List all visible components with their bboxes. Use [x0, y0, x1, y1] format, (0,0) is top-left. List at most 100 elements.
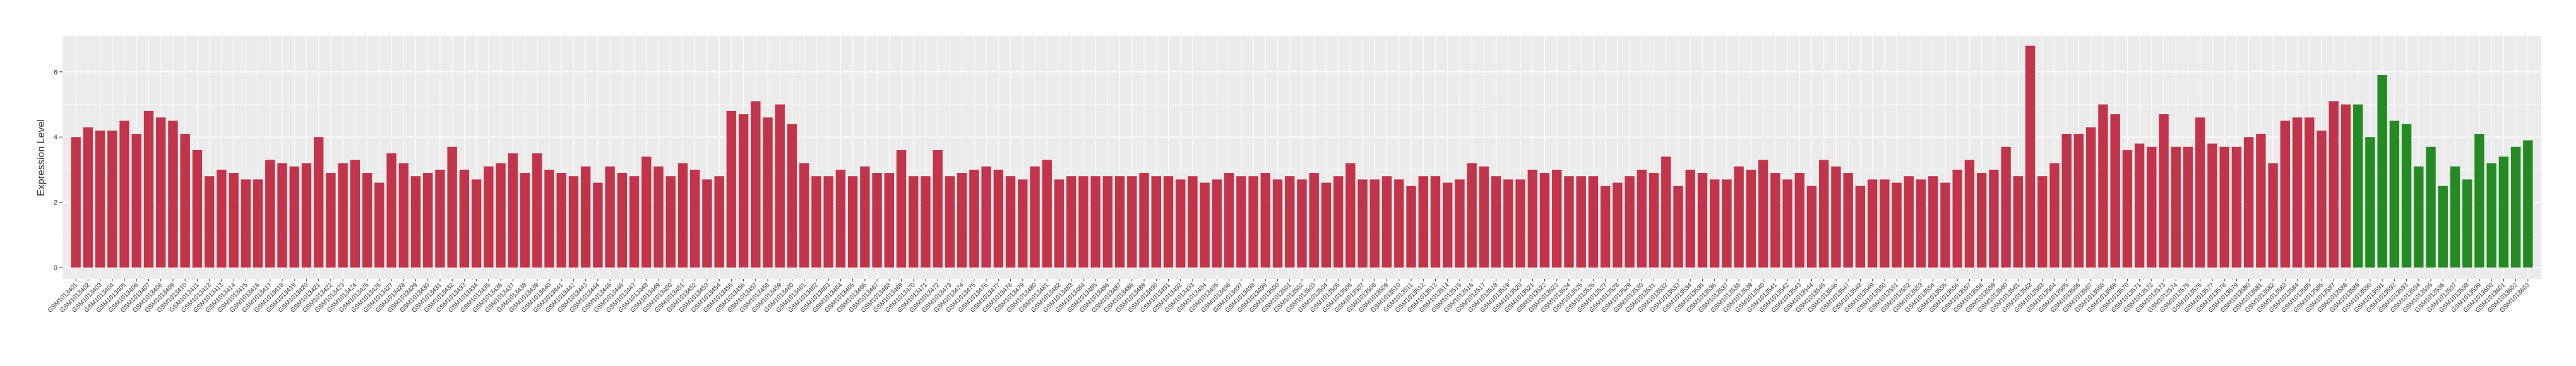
bar	[2401, 124, 2412, 268]
bar	[1381, 176, 1392, 268]
bar	[277, 163, 287, 268]
bar	[289, 166, 299, 268]
bar	[1163, 176, 1174, 268]
bar	[1831, 166, 1841, 268]
bar	[2013, 176, 2024, 268]
bar	[2207, 143, 2217, 268]
bar	[1734, 166, 1744, 268]
bar	[217, 169, 227, 268]
bar	[1090, 176, 1100, 268]
bar	[2001, 146, 2011, 268]
bar	[2110, 114, 2120, 268]
bar	[2365, 137, 2375, 268]
bar	[386, 153, 397, 268]
bar	[957, 173, 967, 268]
bar	[423, 173, 433, 268]
bar	[265, 160, 275, 268]
bar	[1430, 176, 1441, 268]
bar	[471, 179, 482, 268]
bar	[847, 176, 858, 268]
bar	[1928, 176, 1938, 268]
bar	[326, 173, 336, 268]
bar	[835, 169, 846, 268]
bar	[896, 150, 907, 268]
bar	[872, 173, 882, 268]
bar	[629, 176, 640, 268]
bar	[1685, 169, 1695, 268]
bar	[1940, 182, 1950, 268]
y-tick-label: 6	[54, 69, 57, 76]
bar	[1527, 169, 1537, 268]
bar	[2462, 179, 2472, 268]
bar	[909, 176, 919, 268]
bar	[2122, 150, 2133, 268]
bar	[119, 121, 129, 268]
bar	[2486, 163, 2496, 268]
bar	[2426, 146, 2436, 268]
bar	[95, 130, 105, 268]
bar	[1443, 182, 1453, 268]
bar	[2098, 104, 2108, 268]
bar	[1539, 173, 1550, 268]
bar	[1964, 160, 1975, 268]
bar	[156, 117, 166, 268]
bar	[1710, 179, 1720, 268]
bar	[1139, 173, 1149, 268]
bar	[1114, 176, 1125, 268]
bar	[1515, 179, 1525, 268]
bar	[751, 101, 761, 268]
bar	[2171, 146, 2181, 268]
bar	[2352, 104, 2363, 268]
bar	[1867, 179, 1878, 268]
bar	[1005, 176, 1016, 268]
bar	[143, 110, 154, 268]
bar	[398, 163, 408, 268]
bar	[2474, 134, 2484, 268]
y-tick-label: 0	[54, 264, 57, 272]
bar	[1357, 179, 1368, 268]
bar	[1746, 169, 1756, 268]
bar	[763, 117, 773, 268]
bar	[1843, 173, 1853, 268]
bar	[71, 137, 81, 268]
bar	[1576, 176, 1586, 268]
bar	[2414, 166, 2424, 268]
bar	[2268, 163, 2278, 268]
bar	[410, 176, 421, 268]
bar	[884, 173, 894, 268]
bar	[484, 166, 494, 268]
bar	[1285, 176, 1295, 268]
bar	[689, 169, 700, 268]
bar	[1479, 166, 1489, 268]
bar	[496, 163, 506, 268]
bar	[1600, 186, 1611, 268]
bar	[1819, 160, 1829, 268]
bar	[1892, 182, 1902, 268]
bar	[993, 169, 1004, 268]
bar	[1722, 179, 1732, 268]
bar	[1625, 176, 1635, 268]
bar	[1151, 176, 1161, 268]
bar	[1552, 169, 1562, 268]
bar	[945, 176, 955, 268]
bar	[374, 182, 385, 268]
bar	[981, 166, 991, 268]
bar	[2025, 45, 2036, 268]
bar	[2219, 146, 2229, 268]
bar	[1904, 176, 1914, 268]
bar	[1649, 173, 1659, 268]
bar	[1880, 179, 1890, 268]
bar	[1758, 160, 1768, 268]
bar	[1564, 176, 1574, 268]
bar	[1369, 179, 1380, 268]
bar	[2389, 121, 2400, 268]
bar	[180, 134, 190, 268]
bar	[2280, 121, 2291, 268]
bar	[1297, 179, 1307, 268]
bar	[2340, 104, 2351, 268]
bar	[2243, 137, 2254, 268]
bar	[1066, 176, 1076, 268]
bar	[1794, 173, 1804, 268]
bar	[2086, 127, 2096, 268]
